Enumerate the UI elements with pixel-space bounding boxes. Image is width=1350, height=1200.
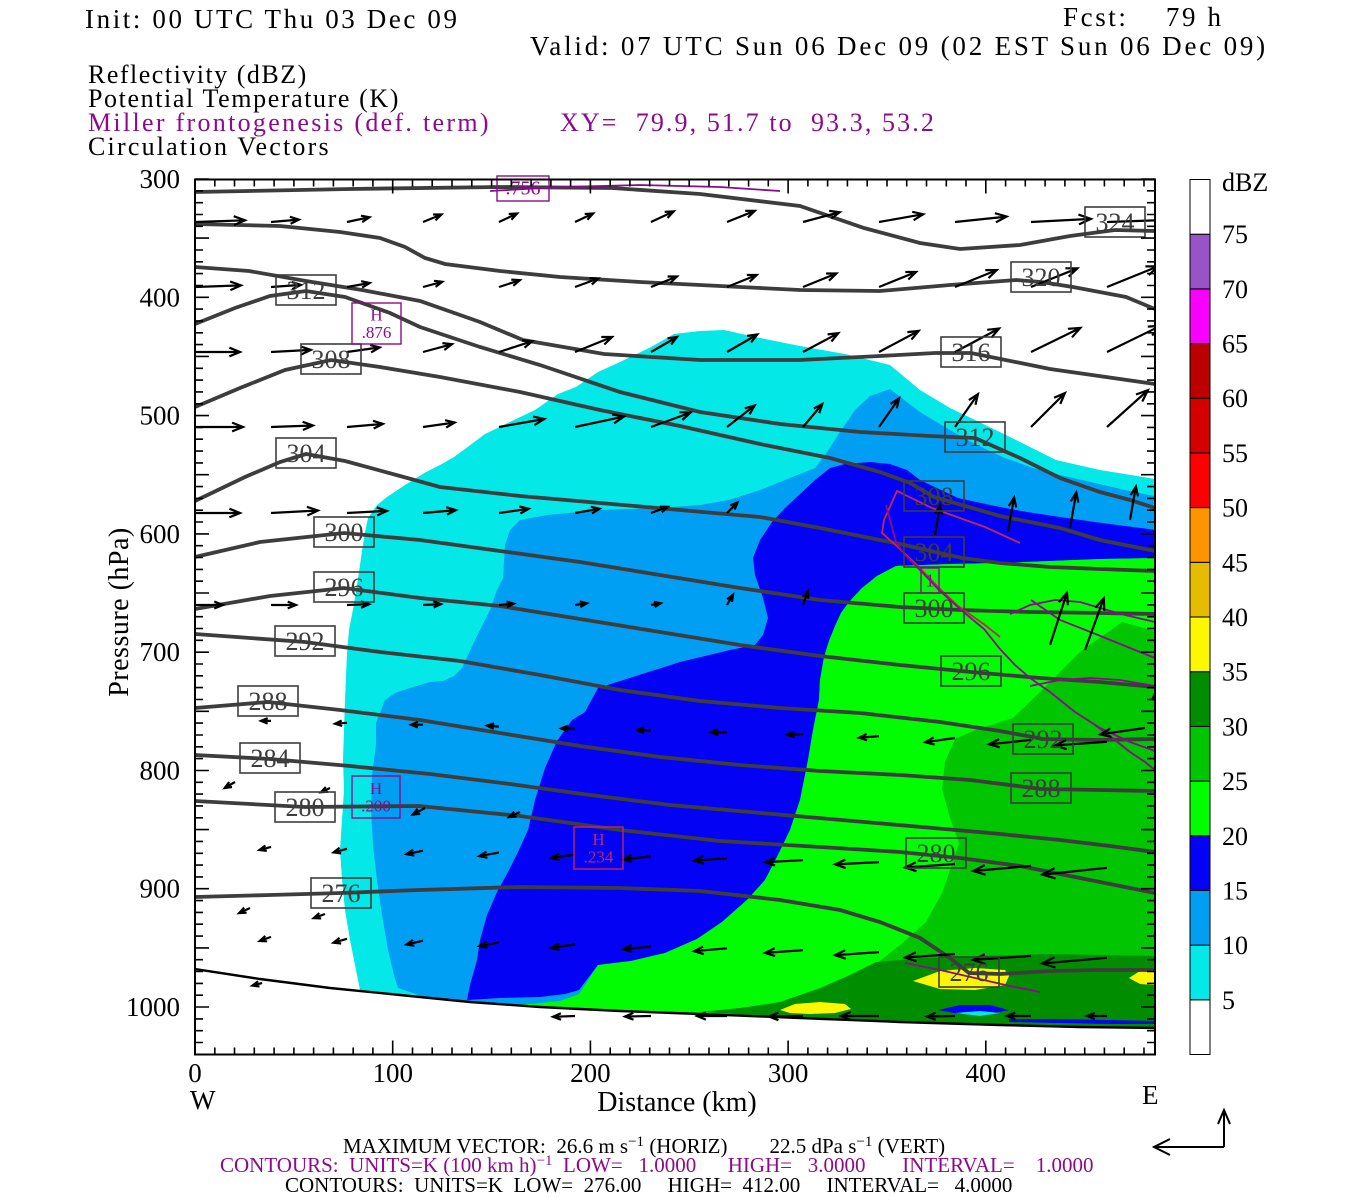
- svg-text:.876: .876: [362, 323, 392, 342]
- svg-text:75: 75: [1222, 220, 1248, 249]
- svg-text:MAXIMUM VECTOR: 26.6 m s−1​ (: MAXIMUM VECTOR: 26.6 m s−1​ (HORIZ) 22.5…: [343, 1134, 945, 1158]
- svg-text:308: 308: [312, 345, 351, 374]
- svg-text:CONTOURS: UNITS=K (100 km h)−: CONTOURS: UNITS=K (100 km h)−1​ LOW= 1.0…: [220, 1153, 1093, 1177]
- svg-text:304: 304: [915, 538, 954, 567]
- svg-text:Potential Temperature (K): Potential Temperature (K): [88, 84, 400, 113]
- svg-text:.234: .234: [584, 848, 614, 867]
- svg-text:dBZ: dBZ: [1222, 168, 1268, 197]
- svg-text:324: 324: [1096, 208, 1135, 237]
- svg-text:312: 312: [287, 276, 326, 305]
- svg-text:H: H: [370, 779, 382, 798]
- svg-text:288: 288: [1022, 774, 1061, 803]
- svg-text:40: 40: [1222, 603, 1248, 632]
- svg-text:700: 700: [140, 637, 181, 667]
- svg-text:Pressure (hPa): Pressure (hPa): [104, 527, 135, 697]
- svg-text:45: 45: [1222, 548, 1248, 577]
- svg-text:300: 300: [768, 1058, 809, 1088]
- svg-text:1: 1: [926, 571, 935, 591]
- svg-text:300: 300: [915, 594, 954, 623]
- svg-text:300: 300: [140, 164, 181, 194]
- svg-text:50: 50: [1222, 494, 1248, 523]
- svg-text:200: 200: [570, 1058, 611, 1088]
- svg-text:25: 25: [1222, 767, 1248, 796]
- svg-text:276: 276: [322, 879, 361, 908]
- svg-text:100: 100: [372, 1058, 413, 1088]
- svg-text:Distance (km): Distance (km): [597, 1087, 756, 1118]
- svg-text:0: 0: [188, 1058, 202, 1088]
- svg-text:296: 296: [325, 573, 364, 602]
- svg-text:30: 30: [1222, 712, 1248, 741]
- svg-text:296: 296: [952, 657, 991, 686]
- svg-text:CONTOURS: UNITS=K LOW= 276.: CONTOURS: UNITS=K LOW= 276.00 HIGH= 412.…: [285, 1173, 1012, 1197]
- svg-text:Circulation Vectors: Circulation Vectors: [88, 132, 331, 161]
- svg-text:276: 276: [950, 958, 989, 987]
- svg-text:800: 800: [140, 756, 181, 786]
- svg-text:284: 284: [251, 744, 290, 773]
- svg-text:400: 400: [140, 282, 181, 312]
- svg-text:500: 500: [140, 401, 181, 431]
- svg-text:Valid: 07 UTC Sun 06 Dec 09 (0: Valid: 07 UTC Sun 06 Dec 09 (02 EST Sun …: [530, 31, 1268, 61]
- svg-text:600: 600: [140, 519, 181, 549]
- svg-text:300: 300: [325, 518, 364, 547]
- svg-text:320: 320: [1022, 263, 1061, 292]
- svg-text:H: H: [370, 305, 382, 324]
- svg-text:Miller frontogenesis (def. ter: Miller frontogenesis (def. term): [88, 108, 491, 137]
- svg-text:1000: 1000: [126, 992, 180, 1022]
- svg-text:60: 60: [1222, 384, 1248, 413]
- svg-text:15: 15: [1222, 876, 1248, 905]
- svg-text:35: 35: [1222, 658, 1248, 687]
- svg-text:.200: .200: [361, 797, 391, 816]
- svg-text:20: 20: [1222, 822, 1248, 851]
- svg-text:Reflectivity (dBZ): Reflectivity (dBZ): [88, 60, 308, 89]
- svg-text:70: 70: [1222, 275, 1248, 304]
- svg-text:55: 55: [1222, 439, 1248, 468]
- svg-text:E: E: [1142, 1080, 1159, 1110]
- svg-text:400: 400: [966, 1058, 1007, 1088]
- svg-text:XY= 79.9, 51.7 to 93.3, 53.2: XY= 79.9, 51.7 to 93.3, 53.2: [560, 108, 936, 137]
- svg-text:292: 292: [286, 627, 325, 656]
- svg-text:316: 316: [952, 338, 991, 367]
- svg-text:W: W: [190, 1085, 216, 1115]
- svg-text:Init: 00 UTC Thu 03 Dec 09: Init: 00 UTC Thu 03 Dec 09: [85, 4, 460, 34]
- svg-text:280: 280: [917, 839, 956, 868]
- svg-text:308: 308: [915, 482, 954, 511]
- svg-text:304: 304: [287, 439, 326, 468]
- svg-text:280: 280: [286, 793, 325, 822]
- svg-text:312: 312: [956, 423, 995, 452]
- svg-text:900: 900: [140, 874, 181, 904]
- svg-text:10: 10: [1222, 931, 1248, 960]
- svg-text:5: 5: [1222, 986, 1235, 1015]
- svg-text:65: 65: [1222, 330, 1248, 359]
- svg-text:292: 292: [1024, 725, 1063, 754]
- svg-text:Fcst: 79 h: Fcst: 79 h: [1063, 2, 1224, 32]
- svg-text:H: H: [592, 830, 604, 849]
- svg-text:288: 288: [249, 687, 288, 716]
